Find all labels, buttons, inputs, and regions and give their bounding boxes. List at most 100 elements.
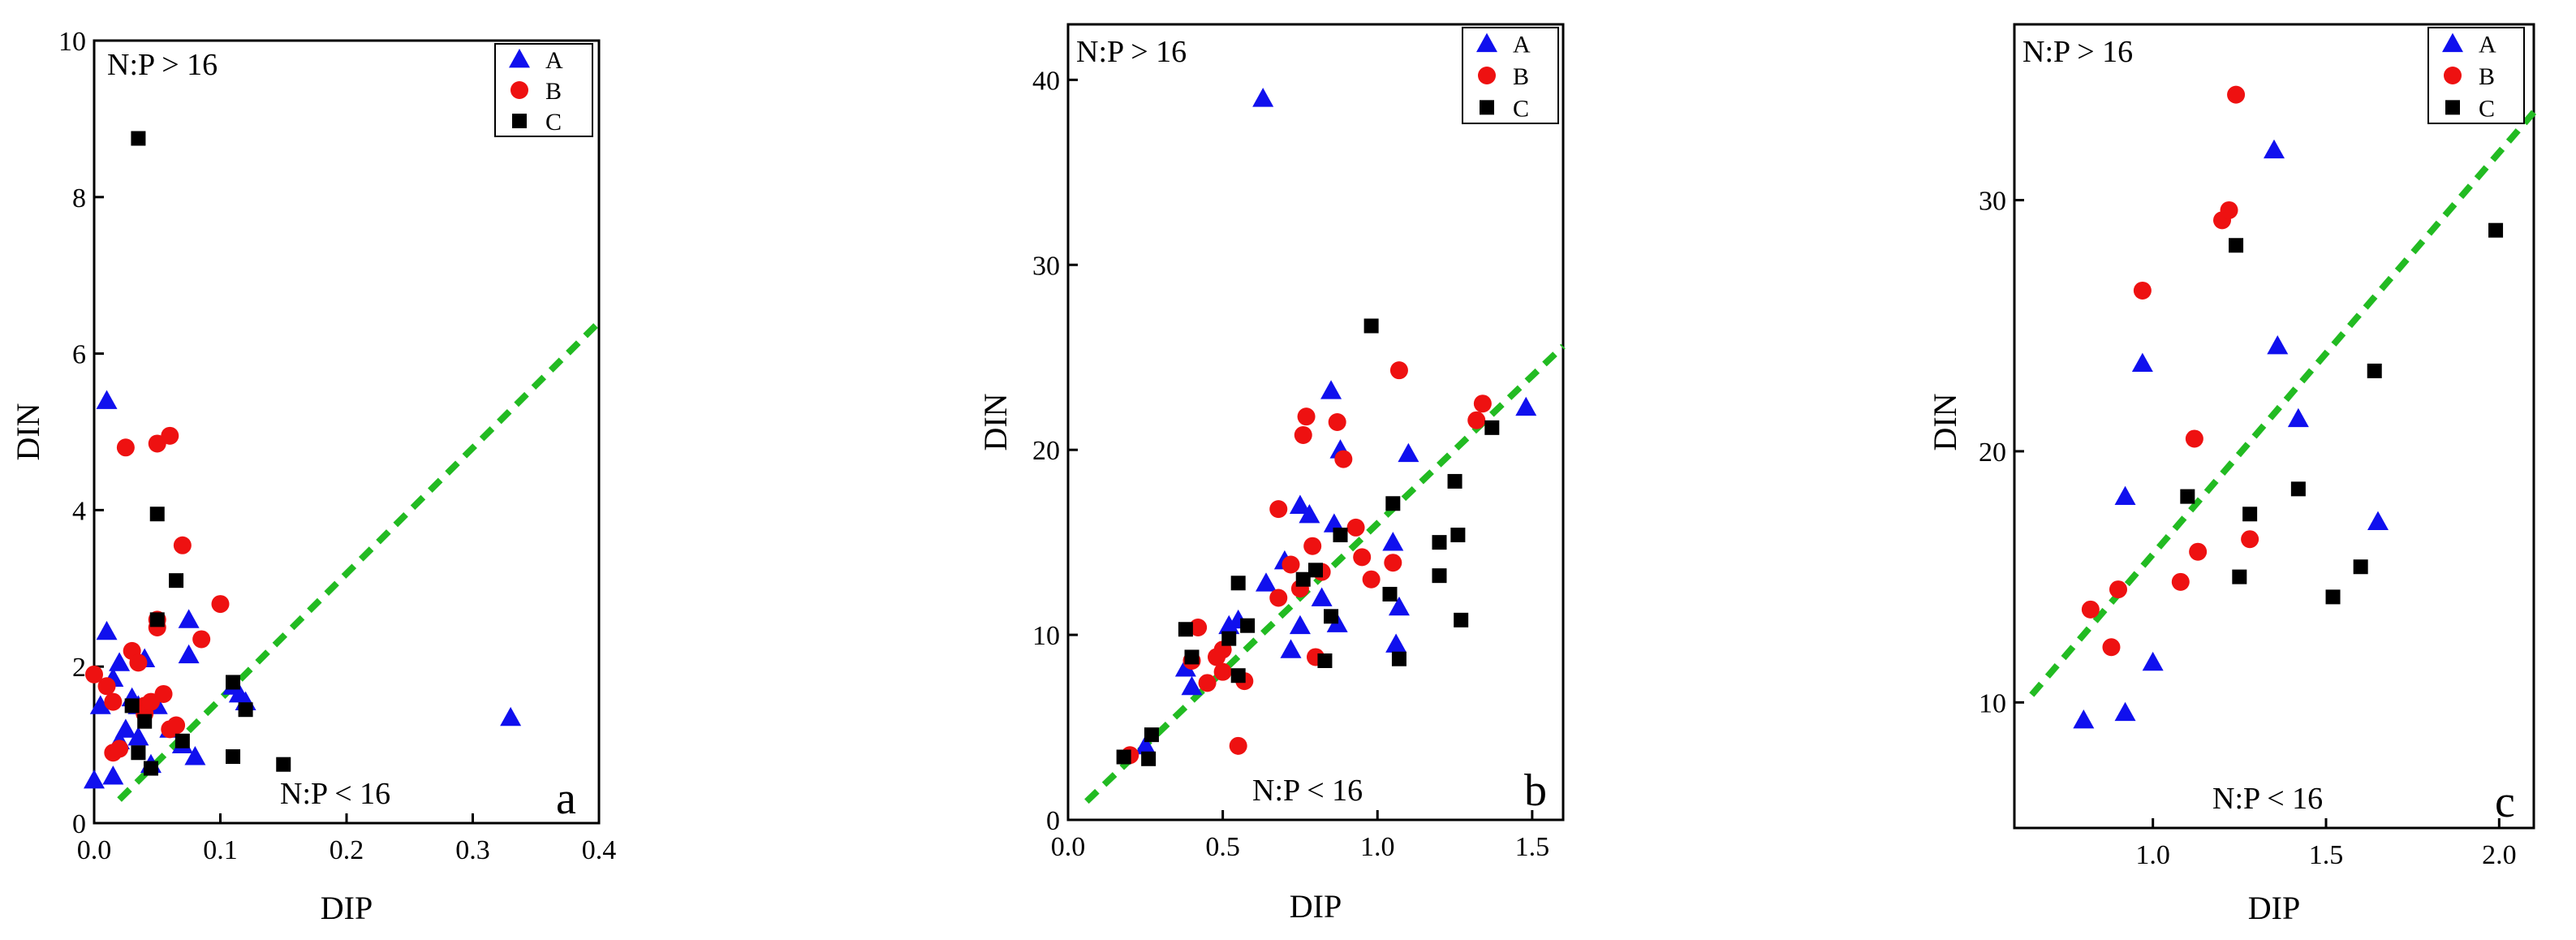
point-c <box>2488 222 2504 238</box>
panel-label: a <box>556 774 576 824</box>
point-c <box>1295 571 1311 587</box>
point-c <box>2229 238 2244 253</box>
point-a <box>1289 614 1311 635</box>
point-b <box>1269 500 1288 519</box>
y-tick-label: 2 <box>72 653 86 683</box>
point-a <box>1323 513 1345 533</box>
ratio-reference-line <box>117 320 601 802</box>
point-c <box>2242 507 2258 522</box>
point-b <box>1473 395 1492 413</box>
point-c <box>131 131 146 146</box>
legend-label: B <box>1513 63 1529 90</box>
point-b <box>110 739 129 758</box>
point-a <box>1388 596 1410 616</box>
point-b <box>85 665 103 683</box>
x-tick-label: 0.0 <box>77 835 112 865</box>
plot-frame <box>1066 23 1565 821</box>
legend-marker-c <box>512 114 527 128</box>
point-a <box>114 718 136 738</box>
point-c <box>1221 631 1237 646</box>
point-b <box>167 716 186 735</box>
point-a <box>89 695 111 714</box>
legend-label: A <box>2479 32 2496 58</box>
point-c <box>2232 569 2247 584</box>
point-c <box>1240 618 1256 633</box>
point-c <box>1450 528 1466 543</box>
point-a <box>2287 407 2309 428</box>
point-b <box>1328 413 1346 431</box>
data-points <box>84 131 522 789</box>
point-c <box>1382 586 1398 602</box>
point-a <box>84 769 105 789</box>
point-b <box>2185 429 2203 448</box>
point-c <box>124 698 140 714</box>
point-b <box>2189 542 2208 561</box>
point-a <box>1218 614 1240 635</box>
point-c <box>2290 481 2306 497</box>
point-c <box>1178 622 1193 637</box>
y-axis-label: DIN <box>1927 393 1963 451</box>
point-c <box>1363 318 1379 334</box>
y-tick-label: 20 <box>1032 436 1060 466</box>
legend-label: C <box>2479 95 2495 122</box>
y-tick-label: 10 <box>58 27 86 57</box>
x-tick-label: 0.1 <box>203 835 238 865</box>
data-points <box>1116 88 1537 766</box>
x-axis-label: DIP <box>321 890 373 926</box>
point-c <box>137 714 153 729</box>
point-a <box>1252 88 1274 107</box>
x-tick-label: 0.3 <box>455 835 490 865</box>
point-c <box>2180 489 2195 504</box>
point-a <box>127 726 149 746</box>
y-tick-label: 20 <box>1979 438 2006 468</box>
legend-label: B <box>545 78 562 105</box>
point-b <box>1294 425 1312 444</box>
point-c <box>2325 589 2341 605</box>
annotation-np-high: N:P > 16 <box>1076 35 1187 69</box>
axis-ticks: 1.0 1.5 2.0 10 20 30 <box>1979 187 2517 870</box>
point-a <box>178 609 200 628</box>
point-a <box>2142 651 2164 671</box>
point-b <box>1467 411 1486 429</box>
point-b <box>1269 589 1288 607</box>
point-b <box>192 630 211 649</box>
y-tick-label: 10 <box>1032 621 1060 651</box>
point-b <box>2171 572 2190 591</box>
y-tick-label: 30 <box>1979 187 2006 217</box>
point-a <box>1299 503 1320 524</box>
point-b <box>154 684 173 703</box>
x-tick-label: 0.2 <box>330 835 364 865</box>
point-b <box>1353 548 1372 567</box>
point-b <box>2102 638 2121 657</box>
point-b <box>1384 554 1402 572</box>
point-b <box>1229 736 1247 755</box>
x-tick-label: 0.4 <box>582 835 617 865</box>
point-c <box>1317 653 1333 668</box>
point-c <box>276 757 291 772</box>
ratio-reference-line <box>2029 110 2537 697</box>
y-tick-label: 8 <box>72 183 86 213</box>
panel-label: b <box>1524 765 1547 816</box>
point-a <box>178 644 200 664</box>
point-a <box>109 652 131 671</box>
point-a <box>1398 442 1419 463</box>
point-a <box>1320 380 1342 399</box>
y-tick-label: 0 <box>72 809 86 839</box>
point-c <box>149 507 165 522</box>
y-tick-label: 0 <box>1046 806 1060 836</box>
point-a <box>1515 396 1537 416</box>
point-b <box>1213 662 1232 681</box>
point-b <box>1198 674 1217 692</box>
point-a <box>2073 709 2095 729</box>
legend-label: C <box>545 109 562 136</box>
legend-label: A <box>545 47 563 74</box>
point-b <box>116 438 135 457</box>
point-a <box>2264 139 2285 159</box>
x-tick-label: 0.0 <box>1051 832 1086 862</box>
point-b <box>173 536 192 554</box>
legend-marker-b <box>1478 67 1496 84</box>
point-a <box>1382 532 1404 551</box>
point-b <box>1189 618 1208 636</box>
point-c <box>1184 649 1200 665</box>
